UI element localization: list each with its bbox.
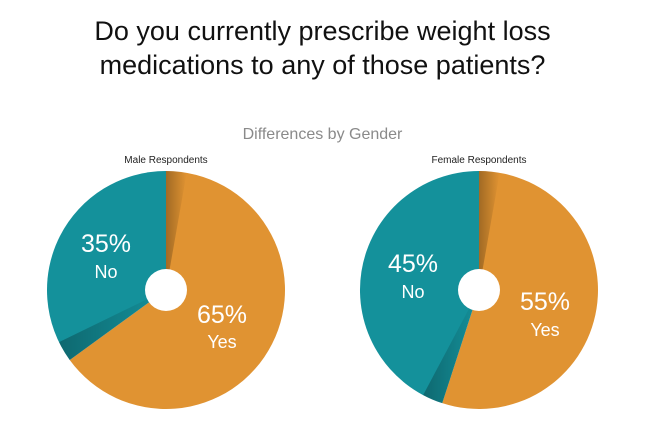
- female-yes-label: Yes: [530, 320, 559, 340]
- female-pie-chart: Female Respondents 45% No 55% Yes: [359, 155, 598, 409]
- male-pie-chart: Male Respondents 35% No 65% Yes: [47, 155, 286, 409]
- male-center-hole: [145, 269, 187, 311]
- female-chart-title: Female Respondents: [431, 155, 526, 166]
- male-shade-top: [166, 171, 187, 290]
- male-yes-label: Yes: [207, 332, 236, 352]
- male-yes-percent: 65%: [197, 301, 247, 329]
- chart-subtitle: Differences by Gender: [242, 126, 403, 143]
- male-slice-no: [47, 171, 166, 360]
- female-no-label: No: [401, 282, 424, 302]
- male-no-percent: 35%: [81, 230, 131, 258]
- female-slice-no: [359, 170, 479, 404]
- female-no-percent: 45%: [388, 250, 438, 278]
- female-yes-percent: 55%: [520, 288, 570, 316]
- male-shade-bottom: [59, 290, 166, 360]
- male-no-label: No: [94, 262, 117, 282]
- male-chart-title: Male Respondents: [124, 155, 207, 166]
- female-shade-bottom: [423, 290, 479, 404]
- female-shade-top: [479, 171, 500, 290]
- female-center-hole: [458, 269, 500, 311]
- main-title-line-2: medications to any of those patients?: [99, 50, 546, 80]
- main-title: Do you currently prescribe weight loss m…: [0, 14, 645, 82]
- main-title-line-1: Do you currently prescribe weight loss: [94, 16, 551, 46]
